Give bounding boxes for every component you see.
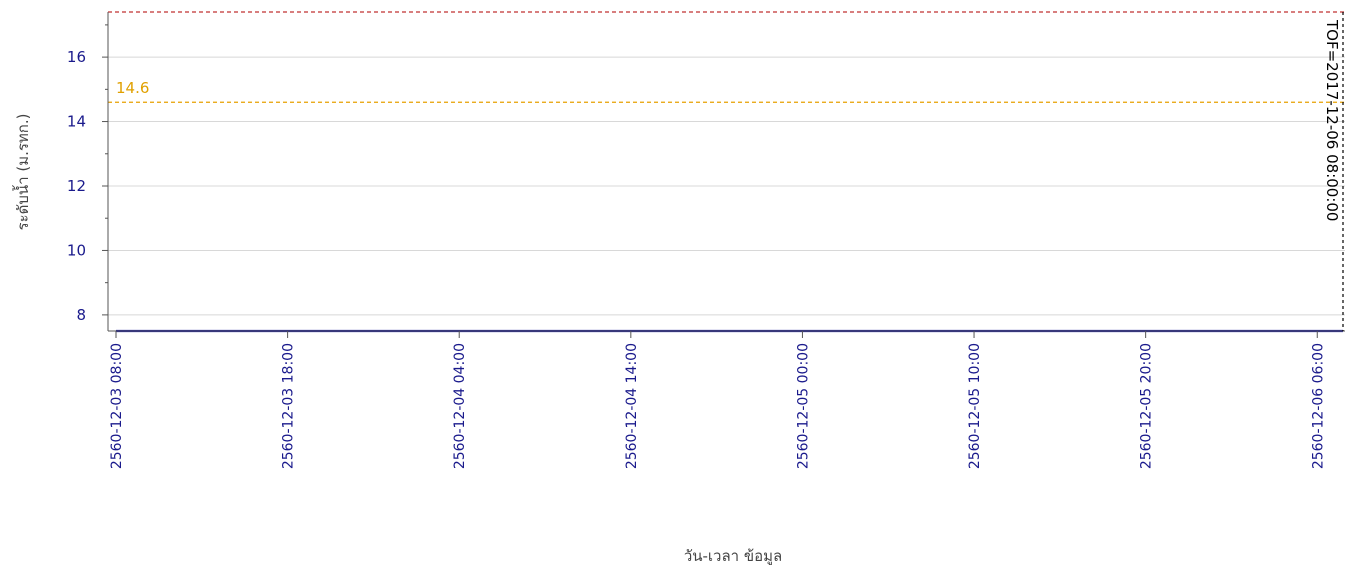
reference-lines: 14.6 xyxy=(108,11,1345,103)
y-tick-label: 14 xyxy=(67,113,86,131)
x-tick-label: 2560-12-05 00:00 xyxy=(795,343,811,469)
reference-line-label: 14.6 xyxy=(116,79,149,97)
axes xyxy=(102,12,1345,338)
x-tick-label: 2560-12-06 06:00 xyxy=(1310,343,1326,469)
y-tick-label: 16 xyxy=(67,48,86,66)
x-tick-label: 2560-12-03 18:00 xyxy=(281,343,297,469)
y-tick-labels: 8 10 12 14 16 xyxy=(67,48,86,324)
y-axis-title: ระดับน้ำ (ม.รทก.) xyxy=(12,114,32,231)
x-tick-label: 2560-12-03 08:00 xyxy=(109,343,125,469)
x-tick-label: 2560-12-04 14:00 xyxy=(624,343,640,469)
y-tick-label: 8 xyxy=(76,306,86,324)
x-axis-title: วัน-เวลา ข้อมูล xyxy=(684,547,782,565)
vertical-marker: TOF=2017-12-06 08:00:00 xyxy=(1323,12,1344,331)
y-tick-label: 10 xyxy=(67,241,86,259)
y-tick-label: 12 xyxy=(67,177,86,195)
x-tick-label: 2560-12-05 10:00 xyxy=(967,343,983,469)
x-tick-label: 2560-12-04 04:00 xyxy=(452,343,468,469)
vertical-marker-label: TOF=2017-12-06 08:00:00 xyxy=(1323,19,1341,221)
grid-lines xyxy=(108,56,1345,316)
x-tick-labels: 2560-12-03 08:00 2560-12-03 18:00 2560-12-… xyxy=(109,343,1326,469)
x-tick-label: 2560-12-05 20:00 xyxy=(1139,343,1155,469)
